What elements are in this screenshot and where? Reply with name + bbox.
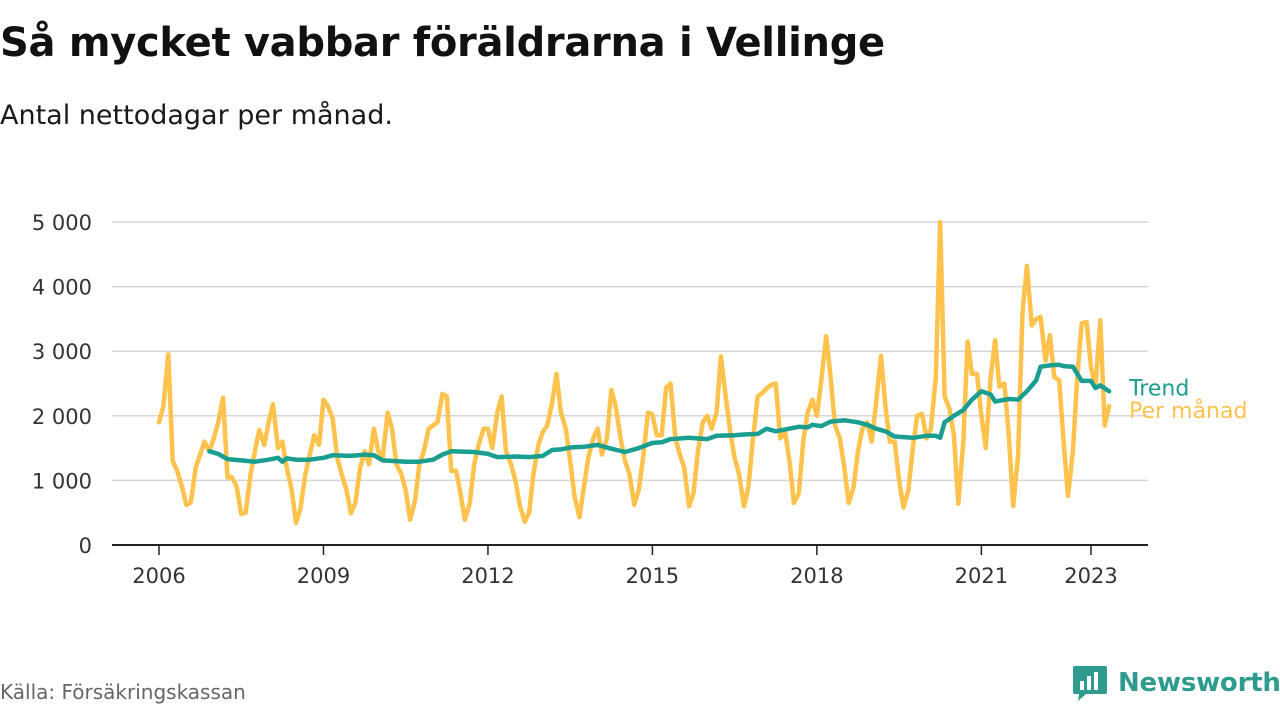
series-label-1: Trend (1128, 376, 1189, 401)
y-tick-label: 3 000 (32, 340, 92, 364)
chart-subtitle: Antal nettodagar per månad. (0, 100, 393, 131)
y-axis-ticks: 0 1 000 2 000 3 000 4 000 5 000 (32, 211, 92, 558)
y-tick-label: 0 (79, 534, 92, 558)
y-tick-label: 4 000 (32, 276, 92, 300)
brand-name: Newsworthy (1118, 668, 1280, 698)
series-lines (156, 219, 1112, 526)
y-tick-label: 1 000 (32, 469, 92, 493)
y-tick-label: 5 000 (32, 211, 92, 235)
x-tick-label: 2009 (297, 564, 350, 588)
x-tick-label: 2012 (461, 564, 514, 588)
y-tick-label: 2 000 (32, 405, 92, 429)
series-line-1 (207, 362, 1112, 464)
x-tick-label: 2023 (1064, 564, 1117, 588)
x-tick-label: 2021 (955, 564, 1008, 588)
x-tick-label: 2018 (790, 564, 843, 588)
newsworthy-logo-icon (1073, 666, 1107, 701)
source-note: Källa: Försäkringskassan (0, 680, 246, 704)
series-label-0: Per månad (1129, 398, 1247, 424)
x-tick-label: 2015 (626, 564, 679, 588)
x-tick-label: 2006 (132, 564, 185, 588)
chart-title: Så mycket vabbar föräldrarna i Vellinge (0, 20, 885, 66)
brand-logo: Newsworthy (1072, 664, 1280, 702)
series-line-0 (156, 219, 1112, 526)
x-axis-ticks: 2006 2009 2012 2015 2018 2021 2023 (132, 545, 1118, 588)
